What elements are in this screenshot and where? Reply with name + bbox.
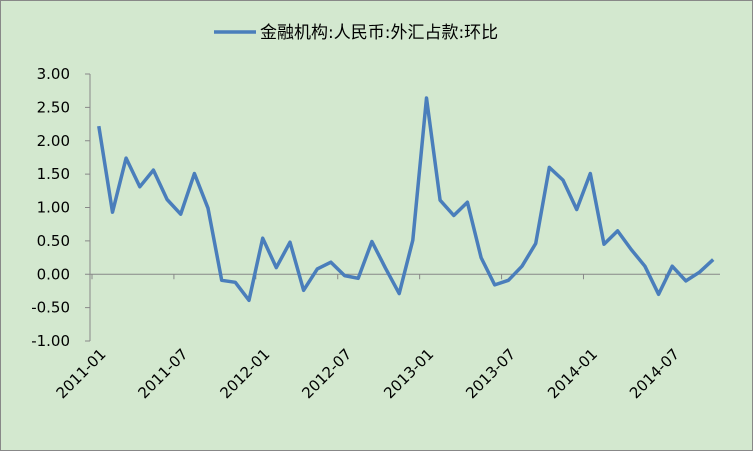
y-tick-label: 3.00: [37, 65, 70, 83]
y-tick-label: 1.50: [37, 165, 70, 183]
legend-label: 金融机构:人民币:外汇占款:环比: [260, 23, 498, 43]
data-line: [97, 96, 715, 303]
y-tick-label: -1.00: [31, 332, 70, 350]
y-tick-label: -0.50: [31, 299, 70, 317]
y-tick-label: 2.50: [37, 98, 70, 116]
y-tick-label: 0.00: [37, 265, 70, 283]
y-tick-label: 0.50: [37, 232, 70, 250]
y-tick-label: 1.00: [37, 199, 70, 217]
y-tick-label: 2.00: [37, 132, 70, 150]
